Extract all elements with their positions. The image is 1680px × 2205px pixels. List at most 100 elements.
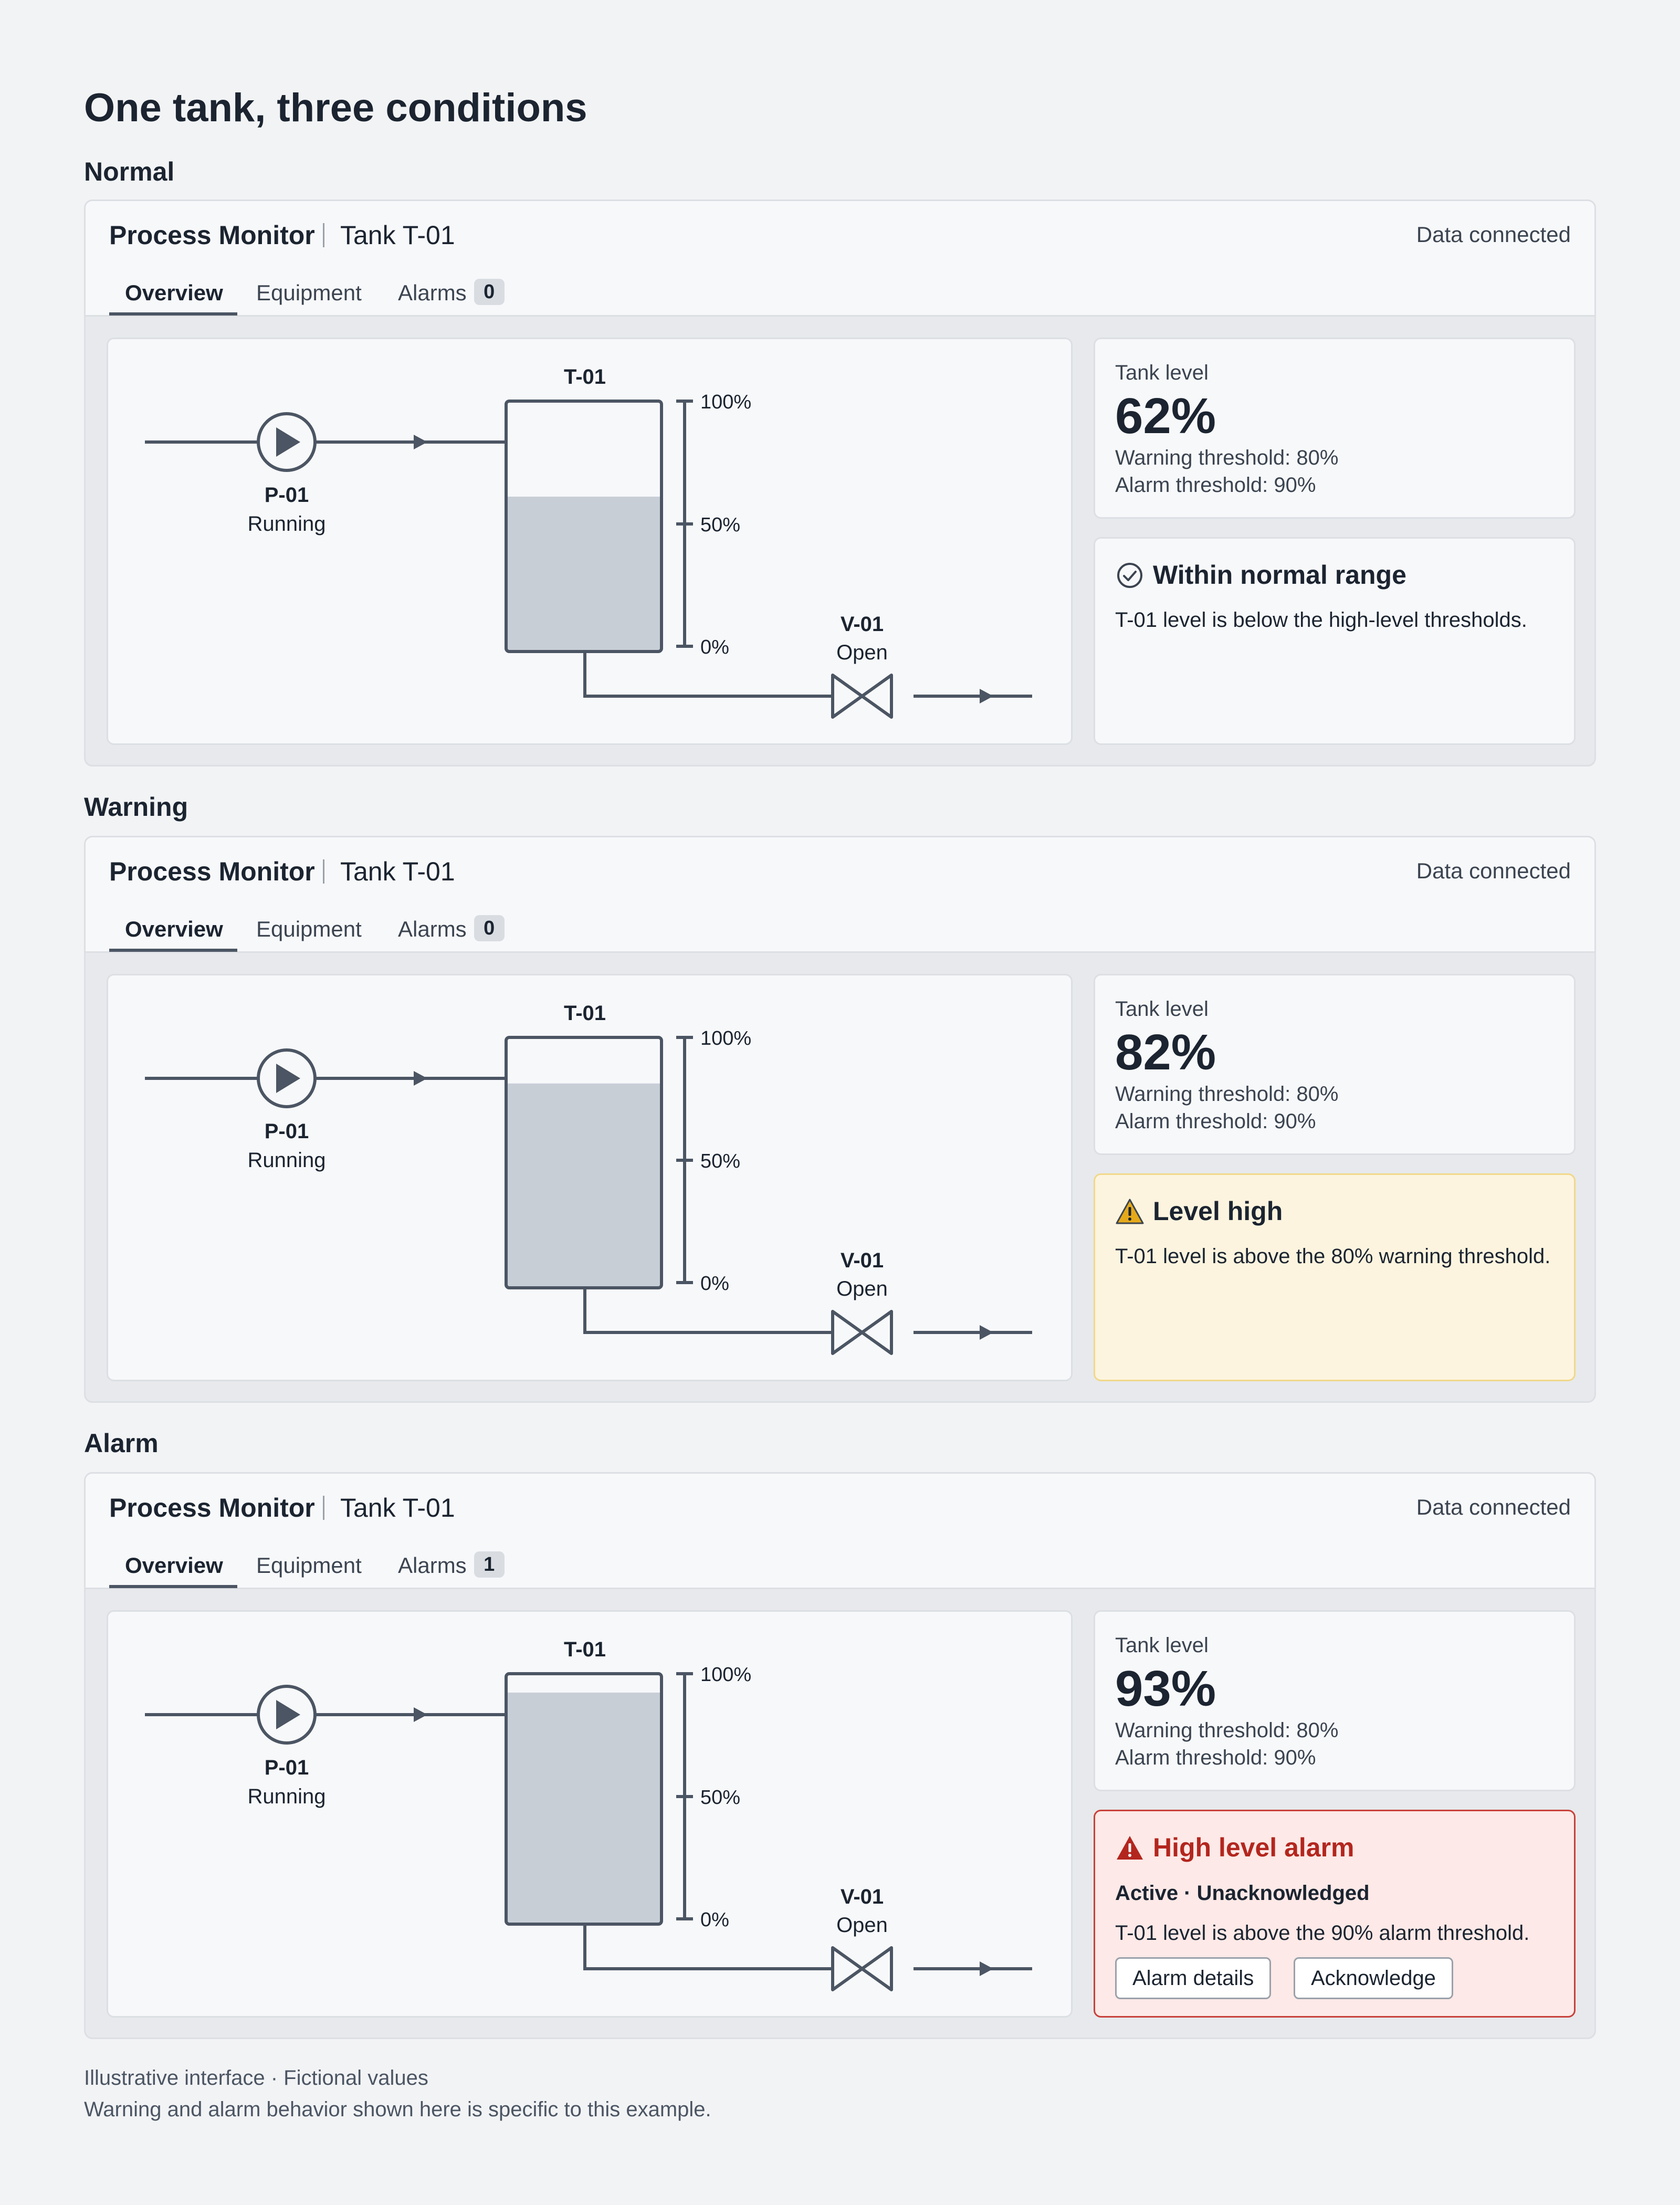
tank-name: Tank T-01: [340, 220, 455, 250]
app-name: Process Monitor: [109, 1493, 315, 1522]
tank-level-card: Tank level 62% Warning threshold: 80% Al…: [1094, 338, 1576, 519]
valve-icon: [831, 1310, 864, 1355]
tab-overview[interactable]: Overview: [125, 917, 223, 941]
header-divider: [323, 1496, 324, 1520]
panel-header: Process Monitor Tank T-01 Data connected…: [86, 837, 1594, 953]
status-card: Level high T-01 level is above the 80% w…: [1094, 1173, 1576, 1381]
pump-id: P-01: [265, 1756, 309, 1779]
tab-alarms[interactable]: Alarms 1: [398, 1548, 505, 1589]
valve-status: Open: [836, 1914, 888, 1937]
tank-id: T-01: [564, 365, 606, 388]
panel-header: Process Monitor Tank T-01 Data connected…: [86, 201, 1594, 317]
status-description: T-01 level is above the 80% warning thre…: [1115, 1245, 1551, 1268]
status-description: T-01 level is above the 90% alarm thresh…: [1115, 1922, 1530, 1945]
connection-status: Data connected: [1416, 222, 1571, 247]
flow-arrow-outlet: [980, 689, 993, 704]
scale-label-50: 50%: [700, 1787, 740, 1809]
connection-status: Data connected: [1416, 858, 1571, 883]
warning-threshold: Warning threshold: 80%: [1115, 446, 1339, 469]
valve-icon-right: [860, 674, 893, 719]
alarm-details-button[interactable]: Alarm details: [1115, 1957, 1272, 1999]
header-divider: [323, 859, 324, 884]
valve-icon: [831, 674, 864, 719]
flow-arrow-outlet: [980, 1325, 993, 1340]
process-schematic: P-01 Running T-01 100% 50% 0% V-01 Open: [145, 1638, 1032, 1991]
pump-id: P-01: [265, 1120, 309, 1143]
tank-level-fill: [508, 1692, 660, 1923]
tank-level-value: 82%: [1115, 1024, 1216, 1080]
warning-threshold: Warning threshold: 80%: [1115, 1719, 1339, 1742]
acknowledge-button[interactable]: Acknowledge: [1294, 1957, 1453, 1999]
tab-alarms-label: Alarms: [398, 917, 467, 941]
tank-name: Tank T-01: [340, 857, 455, 886]
alarm-count-badge: 0: [474, 915, 505, 941]
tab-equipment[interactable]: Equipment: [256, 917, 362, 941]
pump-icon: [257, 412, 317, 472]
alarm-threshold: Alarm threshold: 90%: [1115, 1110, 1316, 1133]
header-divider: [323, 223, 324, 247]
pump-id: P-01: [265, 484, 309, 507]
status-card: High level alarm Active · Unacknowledged…: [1094, 1810, 1576, 2018]
tab-overview[interactable]: Overview: [125, 280, 223, 305]
tank-level-value: 62%: [1115, 388, 1216, 444]
pump-icon: [257, 1048, 317, 1108]
pump-status: Running: [247, 1149, 326, 1172]
page-title: One tank, three conditions: [84, 86, 587, 130]
valve-id: V-01: [841, 1885, 884, 1908]
app-name: Process Monitor: [109, 220, 315, 250]
process-diagram: P-01 Running T-01 100% 50% 0% V-01 Open: [107, 338, 1073, 745]
warning-threshold: Warning threshold: 80%: [1115, 1083, 1339, 1106]
tab-alarms[interactable]: Alarms 0: [398, 912, 505, 953]
flow-arrow-outlet: [980, 1961, 993, 1976]
scale-label-0: 0%: [700, 1909, 729, 1931]
flow-arrow-inlet: [414, 1071, 427, 1086]
valve-icon: [831, 1946, 864, 1991]
tank-id: T-01: [564, 1638, 606, 1661]
tab-overview[interactable]: Overview: [125, 1553, 223, 1578]
flow-arrow-inlet: [414, 435, 427, 449]
condition-label: Normal: [84, 157, 175, 186]
tab-alarms-label: Alarms: [398, 1553, 467, 1578]
panel-header: Process Monitor Tank T-01 Data connected…: [86, 1474, 1594, 1589]
footnote-disclaimer: Illustrative interface · Fictional value…: [84, 2066, 428, 2090]
tank-id: T-01: [564, 1002, 606, 1025]
app-name: Process Monitor: [109, 857, 315, 886]
tab-active-indicator: [109, 1585, 237, 1588]
tank-level-value: 93%: [1115, 1661, 1216, 1717]
tank-outline: [505, 1036, 663, 1289]
flow-arrow-inlet: [414, 1707, 427, 1722]
alarm-state: Active · Unacknowledged: [1115, 1882, 1370, 1905]
tab-alarms[interactable]: Alarms 0: [398, 276, 505, 317]
status-description: T-01 level is below the high-level thres…: [1115, 608, 1527, 632]
tank-level-card: Tank level 93% Warning threshold: 80% Al…: [1094, 1610, 1576, 1791]
tab-equipment[interactable]: Equipment: [256, 280, 362, 305]
tank-name: Tank T-01: [340, 1493, 455, 1522]
pump-status: Running: [247, 512, 326, 536]
status-title: Level high: [1153, 1196, 1283, 1226]
valve-id: V-01: [841, 1249, 884, 1272]
process-schematic: P-01 Running T-01 100% 50% 0% V-01 Open: [145, 365, 1032, 719]
process-diagram: P-01 Running T-01 100% 50% 0% V-01 Open: [107, 974, 1073, 1381]
tank-level-card: Tank level 82% Warning threshold: 80% Al…: [1094, 974, 1576, 1155]
process-monitor-panel-normal: Process Monitor Tank T-01 Data connected…: [84, 200, 1596, 766]
tank-outline: [505, 400, 663, 653]
alarm-count-badge: 0: [474, 279, 505, 305]
process-monitor-panel-warning: Process Monitor Tank T-01 Data connected…: [84, 836, 1596, 1403]
status-title: Within normal range: [1153, 560, 1406, 590]
warning-triangle-icon: [1116, 1199, 1144, 1224]
alarm-threshold: Alarm threshold: 90%: [1115, 1746, 1316, 1769]
tab-active-indicator: [109, 949, 237, 952]
check-circle-icon: [1117, 563, 1142, 588]
valve-icon-right: [860, 1310, 893, 1355]
tab-alarms-label: Alarms: [398, 280, 467, 305]
scale-label-50: 50%: [700, 514, 740, 536]
valve-icon-right: [860, 1946, 893, 1991]
valve-status: Open: [836, 1277, 888, 1300]
status-title: High level alarm: [1153, 1833, 1354, 1862]
tab-equipment[interactable]: Equipment: [256, 1553, 362, 1578]
scale-label-0: 0%: [700, 636, 729, 658]
valve-status: Open: [836, 641, 888, 664]
scale-label-100: 100%: [700, 391, 751, 413]
scale-label-100: 100%: [700, 1664, 751, 1686]
tank-level-fill: [508, 496, 660, 650]
